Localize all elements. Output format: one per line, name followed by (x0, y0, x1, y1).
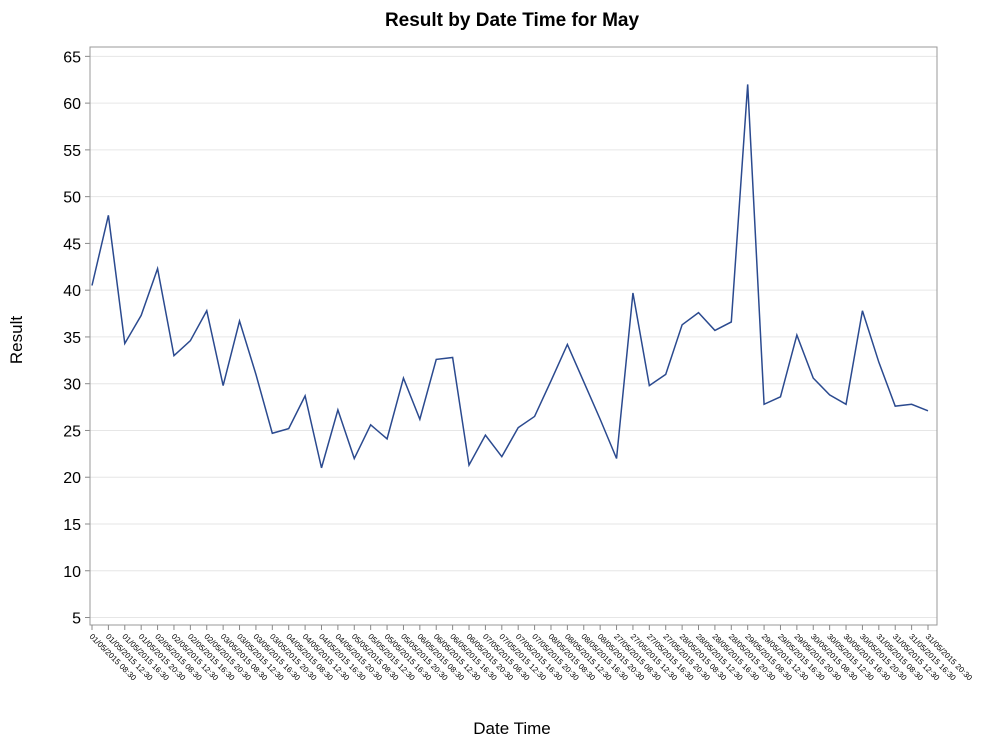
y-tick-label: 30 (63, 377, 81, 394)
data-line (91, 84, 929, 469)
y-tick-label: 35 (63, 330, 81, 347)
y-tick-label: 10 (63, 564, 81, 581)
y-tick-label: 5 (72, 611, 81, 628)
y-tick-label: 60 (63, 96, 81, 113)
y-tick-label: 50 (63, 190, 81, 207)
y-tick-label: 40 (63, 283, 81, 300)
x-axis-label: Date Time (473, 719, 550, 738)
y-tick-label: 20 (63, 470, 81, 487)
y-tick-label: 55 (63, 143, 81, 160)
plot-frame (89, 46, 938, 626)
y-axis-label: Result (7, 316, 26, 364)
y-tick-label: 65 (63, 49, 81, 66)
y-tick-label: 15 (63, 517, 81, 534)
chart-title: Result by Date Time for May (385, 10, 640, 31)
y-tick-label: 45 (63, 236, 81, 253)
y-tick-label: 25 (63, 423, 81, 440)
